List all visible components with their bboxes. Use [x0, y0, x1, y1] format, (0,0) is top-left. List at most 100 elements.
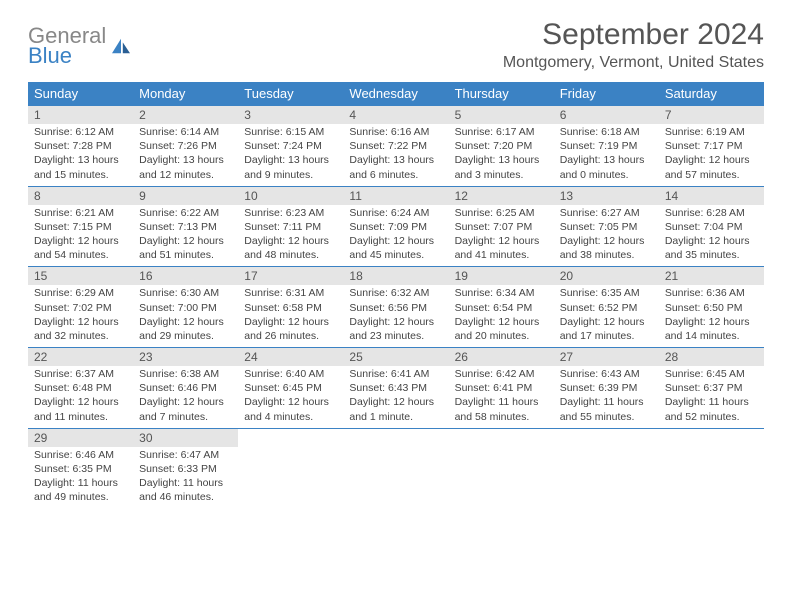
day-cell: 20Sunrise: 6:35 AMSunset: 6:52 PMDayligh… [554, 267, 659, 347]
day-details: Sunrise: 6:40 AMSunset: 6:45 PMDaylight:… [238, 366, 343, 428]
week-row: 29Sunrise: 6:46 AMSunset: 6:35 PMDayligh… [28, 428, 764, 509]
day-number: 19 [449, 267, 554, 285]
day-header: Tuesday [238, 82, 343, 105]
day-number: 22 [28, 348, 133, 366]
day-number: 17 [238, 267, 343, 285]
day-header: Saturday [659, 82, 764, 105]
day-number: 16 [133, 267, 238, 285]
day-cell: 2Sunrise: 6:14 AMSunset: 7:26 PMDaylight… [133, 106, 238, 186]
day-cell: 8Sunrise: 6:21 AMSunset: 7:15 PMDaylight… [28, 187, 133, 267]
day-number: 10 [238, 187, 343, 205]
day-cell: 4Sunrise: 6:16 AMSunset: 7:22 PMDaylight… [343, 106, 448, 186]
day-cell: 21Sunrise: 6:36 AMSunset: 6:50 PMDayligh… [659, 267, 764, 347]
day-cell: 25Sunrise: 6:41 AMSunset: 6:43 PMDayligh… [343, 348, 448, 428]
day-details: Sunrise: 6:28 AMSunset: 7:04 PMDaylight:… [659, 205, 764, 267]
day-number: 9 [133, 187, 238, 205]
day-details: Sunrise: 6:32 AMSunset: 6:56 PMDaylight:… [343, 285, 448, 347]
day-details: Sunrise: 6:22 AMSunset: 7:13 PMDaylight:… [133, 205, 238, 267]
day-number: 23 [133, 348, 238, 366]
day-number: 6 [554, 106, 659, 124]
day-details: Sunrise: 6:34 AMSunset: 6:54 PMDaylight:… [449, 285, 554, 347]
day-number: 29 [28, 429, 133, 447]
day-cell: 17Sunrise: 6:31 AMSunset: 6:58 PMDayligh… [238, 267, 343, 347]
day-details: Sunrise: 6:27 AMSunset: 7:05 PMDaylight:… [554, 205, 659, 267]
day-details: Sunrise: 6:30 AMSunset: 7:00 PMDaylight:… [133, 285, 238, 347]
day-cell: 13Sunrise: 6:27 AMSunset: 7:05 PMDayligh… [554, 187, 659, 267]
day-number: 13 [554, 187, 659, 205]
day-cell: 5Sunrise: 6:17 AMSunset: 7:20 PMDaylight… [449, 106, 554, 186]
day-header: Wednesday [343, 82, 448, 105]
day-number: 8 [28, 187, 133, 205]
day-headers: SundayMondayTuesdayWednesdayThursdayFrid… [28, 82, 764, 105]
day-number: 14 [659, 187, 764, 205]
day-number: 7 [659, 106, 764, 124]
day-cell [659, 429, 764, 509]
day-details: Sunrise: 6:21 AMSunset: 7:15 PMDaylight:… [28, 205, 133, 267]
location: Montgomery, Vermont, United States [503, 54, 764, 72]
day-cell [554, 429, 659, 509]
logo-text: General Blue [28, 26, 106, 66]
day-details: Sunrise: 6:46 AMSunset: 6:35 PMDaylight:… [28, 447, 133, 509]
day-details: Sunrise: 6:47 AMSunset: 6:33 PMDaylight:… [133, 447, 238, 509]
day-number: 5 [449, 106, 554, 124]
day-number: 12 [449, 187, 554, 205]
day-number: 18 [343, 267, 448, 285]
day-details: Sunrise: 6:16 AMSunset: 7:22 PMDaylight:… [343, 124, 448, 186]
day-details: Sunrise: 6:29 AMSunset: 7:02 PMDaylight:… [28, 285, 133, 347]
day-cell: 14Sunrise: 6:28 AMSunset: 7:04 PMDayligh… [659, 187, 764, 267]
day-details: Sunrise: 6:37 AMSunset: 6:48 PMDaylight:… [28, 366, 133, 428]
day-details: Sunrise: 6:25 AMSunset: 7:07 PMDaylight:… [449, 205, 554, 267]
day-details: Sunrise: 6:14 AMSunset: 7:26 PMDaylight:… [133, 124, 238, 186]
day-header: Sunday [28, 82, 133, 105]
day-number: 4 [343, 106, 448, 124]
day-details: Sunrise: 6:45 AMSunset: 6:37 PMDaylight:… [659, 366, 764, 428]
calendar-grid: 1Sunrise: 6:12 AMSunset: 7:28 PMDaylight… [28, 105, 764, 508]
day-number: 28 [659, 348, 764, 366]
day-cell: 18Sunrise: 6:32 AMSunset: 6:56 PMDayligh… [343, 267, 448, 347]
day-header: Thursday [449, 82, 554, 105]
day-details: Sunrise: 6:41 AMSunset: 6:43 PMDaylight:… [343, 366, 448, 428]
day-cell: 19Sunrise: 6:34 AMSunset: 6:54 PMDayligh… [449, 267, 554, 347]
day-cell: 30Sunrise: 6:47 AMSunset: 6:33 PMDayligh… [133, 429, 238, 509]
header: General Blue September 2024 Montgomery, … [28, 18, 764, 72]
day-cell: 27Sunrise: 6:43 AMSunset: 6:39 PMDayligh… [554, 348, 659, 428]
day-details: Sunrise: 6:17 AMSunset: 7:20 PMDaylight:… [449, 124, 554, 186]
day-cell: 11Sunrise: 6:24 AMSunset: 7:09 PMDayligh… [343, 187, 448, 267]
day-cell: 24Sunrise: 6:40 AMSunset: 6:45 PMDayligh… [238, 348, 343, 428]
day-cell: 28Sunrise: 6:45 AMSunset: 6:37 PMDayligh… [659, 348, 764, 428]
day-cell: 22Sunrise: 6:37 AMSunset: 6:48 PMDayligh… [28, 348, 133, 428]
day-number: 27 [554, 348, 659, 366]
week-row: 8Sunrise: 6:21 AMSunset: 7:15 PMDaylight… [28, 186, 764, 267]
week-row: 1Sunrise: 6:12 AMSunset: 7:28 PMDaylight… [28, 105, 764, 186]
logo-word-blue: Blue [28, 43, 72, 68]
day-number: 1 [28, 106, 133, 124]
day-cell [343, 429, 448, 509]
day-details: Sunrise: 6:19 AMSunset: 7:17 PMDaylight:… [659, 124, 764, 186]
day-cell: 10Sunrise: 6:23 AMSunset: 7:11 PMDayligh… [238, 187, 343, 267]
month-title: September 2024 [503, 18, 764, 52]
week-row: 15Sunrise: 6:29 AMSunset: 7:02 PMDayligh… [28, 266, 764, 347]
day-number: 2 [133, 106, 238, 124]
day-details: Sunrise: 6:35 AMSunset: 6:52 PMDaylight:… [554, 285, 659, 347]
day-details: Sunrise: 6:23 AMSunset: 7:11 PMDaylight:… [238, 205, 343, 267]
day-details: Sunrise: 6:38 AMSunset: 6:46 PMDaylight:… [133, 366, 238, 428]
day-number: 26 [449, 348, 554, 366]
day-number: 25 [343, 348, 448, 366]
day-details: Sunrise: 6:12 AMSunset: 7:28 PMDaylight:… [28, 124, 133, 186]
day-cell: 16Sunrise: 6:30 AMSunset: 7:00 PMDayligh… [133, 267, 238, 347]
day-cell: 23Sunrise: 6:38 AMSunset: 6:46 PMDayligh… [133, 348, 238, 428]
day-number: 30 [133, 429, 238, 447]
day-details: Sunrise: 6:31 AMSunset: 6:58 PMDaylight:… [238, 285, 343, 347]
day-details: Sunrise: 6:43 AMSunset: 6:39 PMDaylight:… [554, 366, 659, 428]
day-details: Sunrise: 6:18 AMSunset: 7:19 PMDaylight:… [554, 124, 659, 186]
day-number: 20 [554, 267, 659, 285]
day-number: 15 [28, 267, 133, 285]
day-cell: 12Sunrise: 6:25 AMSunset: 7:07 PMDayligh… [449, 187, 554, 267]
day-cell: 6Sunrise: 6:18 AMSunset: 7:19 PMDaylight… [554, 106, 659, 186]
day-cell: 9Sunrise: 6:22 AMSunset: 7:13 PMDaylight… [133, 187, 238, 267]
week-row: 22Sunrise: 6:37 AMSunset: 6:48 PMDayligh… [28, 347, 764, 428]
day-cell: 15Sunrise: 6:29 AMSunset: 7:02 PMDayligh… [28, 267, 133, 347]
day-number: 24 [238, 348, 343, 366]
day-header: Friday [554, 82, 659, 105]
day-header: Monday [133, 82, 238, 105]
